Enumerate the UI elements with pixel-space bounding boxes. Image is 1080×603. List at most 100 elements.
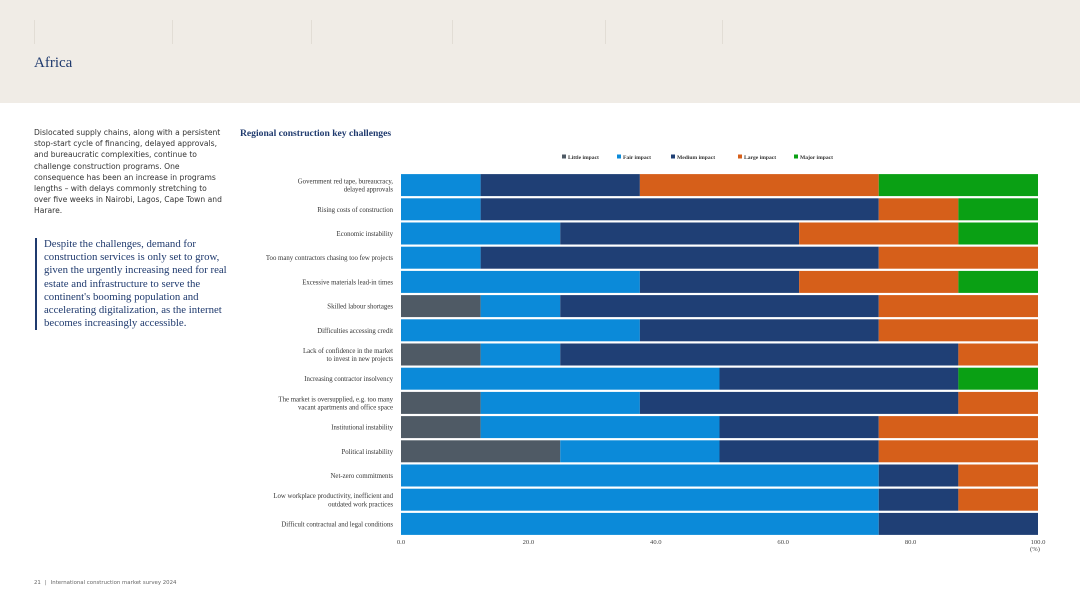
bar-segment (639, 174, 879, 197)
category-label: Skilled labour shortages (327, 304, 393, 311)
bar-segment (480, 391, 640, 414)
legend-swatch (562, 154, 566, 159)
bar-segment (401, 367, 720, 390)
bar-segment (560, 343, 959, 366)
header-divider (722, 20, 723, 44)
bar-segment (480, 174, 640, 197)
legend-swatch (617, 154, 621, 159)
bar-segment (878, 246, 1038, 269)
bar-segment (560, 295, 879, 318)
x-tick-label: 100.0 (1031, 539, 1047, 546)
bar-segment (878, 464, 959, 487)
category-label: vacant apartments and office space (298, 405, 393, 412)
bar-segment (958, 343, 1038, 366)
bar-segment (958, 488, 1038, 511)
bar-segment (878, 440, 1038, 463)
bar-segment (401, 246, 481, 269)
bar-segment (958, 198, 1038, 221)
category-label: Net-zero commitments (331, 473, 394, 480)
legend-swatch (794, 154, 798, 159)
bar-segment (878, 488, 959, 511)
page-header: Africa (0, 0, 1080, 103)
bar-segment (480, 295, 561, 318)
category-label: Difficulties accessing credit (317, 328, 393, 335)
bar-segment (401, 198, 481, 221)
x-tick-label: 80.0 (905, 539, 917, 546)
category-label: Low workplace productivity, inefficient … (273, 493, 393, 500)
bar-segment (401, 270, 640, 293)
header-divider (172, 20, 173, 44)
bar-segment (719, 440, 879, 463)
bar-segment (958, 270, 1038, 293)
x-tick-label: 0.0 (397, 539, 406, 546)
x-axis-label: (%) (1030, 546, 1040, 553)
page-footer: 21 | International construction market sur… (34, 580, 180, 586)
category-label: The market is oversupplied, e.g. too man… (278, 396, 393, 403)
bar-segment (719, 367, 959, 390)
x-tick-label: 40.0 (650, 539, 662, 546)
bar-segment (560, 222, 800, 245)
bar-segment (480, 198, 879, 221)
bar-segment (480, 343, 561, 366)
page-number: 21 (34, 580, 41, 586)
bar-segment (480, 246, 879, 269)
page-title: Africa (34, 55, 73, 71)
bar-segment (560, 440, 720, 463)
category-label: Political instability (341, 449, 393, 456)
bar-segment (799, 270, 959, 293)
x-tick-label: 20.0 (523, 539, 535, 546)
header-divider (605, 20, 606, 44)
legend-label: Little impact (568, 155, 599, 161)
bar-segment (401, 295, 481, 318)
footer-separator: | (44, 580, 47, 586)
legend-label: Large impact (744, 155, 776, 161)
bar-segment (401, 319, 640, 342)
category-label: Government red tape, bureaucracy, (298, 179, 394, 186)
bar-segment (401, 174, 481, 197)
bar-segment (878, 295, 1038, 318)
category-label: Rising costs of construction (317, 207, 393, 214)
x-tick-label: 60.0 (777, 539, 789, 546)
bar-segment (719, 416, 879, 439)
bar-segment (401, 222, 561, 245)
bar-segment (639, 270, 800, 293)
category-label: Economic instability (337, 231, 394, 238)
legend-label: Medium impact (677, 155, 715, 161)
category-label: delayed approvals (344, 187, 394, 194)
category-label: outdated work practices (328, 501, 393, 508)
pull-quote: Despite the challenges, demand for const… (35, 238, 231, 331)
header-divider (311, 20, 312, 44)
header-divider (34, 20, 35, 44)
chart-title: Regional construction key challenges (240, 128, 392, 139)
bar-segment (958, 464, 1038, 487)
bar-segment (958, 367, 1038, 390)
bar-segment (958, 391, 1038, 414)
legend-swatch (671, 154, 675, 159)
bar-segment (958, 222, 1038, 245)
bar-segment (401, 464, 879, 487)
legend-label: Major impact (800, 155, 833, 161)
category-label: Lack of confidence in the market (303, 348, 393, 355)
bar-segment (401, 488, 879, 511)
legend-swatch (738, 154, 742, 159)
category-label: Increasing contractor insolvency (304, 376, 393, 383)
category-label: Too many contractors chasing too few pro… (266, 255, 393, 262)
bar-segment (878, 416, 1038, 439)
bar-segment (401, 391, 481, 414)
legend-label: Fair impact (623, 155, 651, 161)
publication-title: International construction market survey… (50, 580, 177, 586)
bar-segment (878, 512, 1038, 535)
bar-segment (401, 512, 879, 535)
bar-segment (639, 391, 959, 414)
bar-segment (878, 319, 1038, 342)
category-label: Difficult contractual and legal conditio… (281, 521, 393, 528)
category-label: Excessive materials lead-in times (302, 279, 393, 286)
bar-segment (401, 416, 481, 439)
bar-segment (799, 222, 959, 245)
bar-segment (480, 416, 720, 439)
bar-segment (639, 319, 879, 342)
bar-segment (401, 440, 561, 463)
bar-segment (878, 198, 959, 221)
bar-segment (401, 343, 481, 366)
